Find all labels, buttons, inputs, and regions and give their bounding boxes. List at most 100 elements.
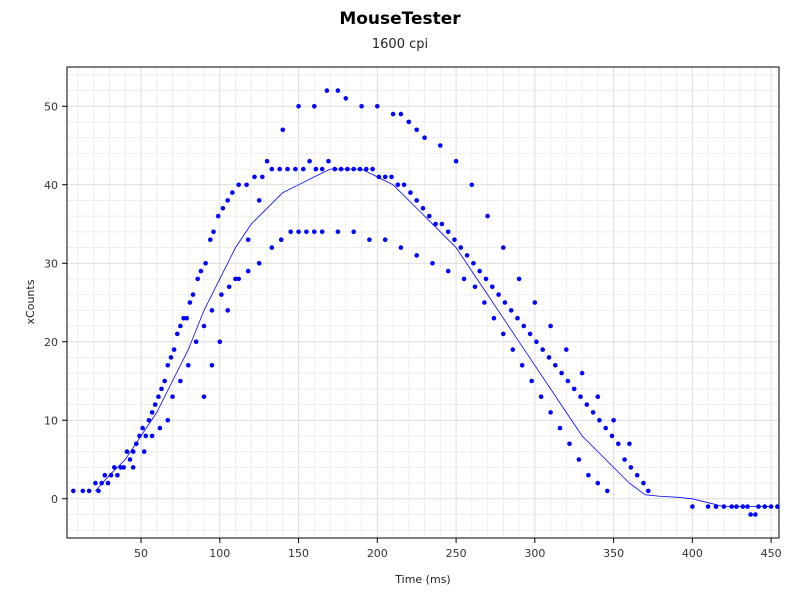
data-point <box>162 378 167 384</box>
data-point <box>521 323 527 329</box>
data-point <box>233 276 238 282</box>
series-points-layer <box>71 88 780 517</box>
data-point <box>477 268 483 274</box>
data-point <box>713 504 719 509</box>
data-point <box>137 433 142 439</box>
data-point <box>609 433 615 439</box>
data-point <box>414 198 420 203</box>
x-axis-title: Time (ms) <box>394 573 450 586</box>
data-point <box>130 465 136 470</box>
data-point <box>217 339 223 345</box>
data-point <box>597 418 602 423</box>
data-point <box>590 410 596 415</box>
data-point <box>226 284 232 290</box>
data-point <box>80 488 86 494</box>
data-point <box>433 221 438 227</box>
data-point <box>461 276 467 282</box>
data-point <box>401 182 407 188</box>
data-point <box>359 104 364 109</box>
chart-subtitle: 1600 cpi <box>371 37 429 52</box>
data-point <box>567 441 572 447</box>
y-tick-label: 30 <box>44 257 58 270</box>
data-point <box>768 504 774 509</box>
data-point <box>312 104 317 109</box>
data-point <box>398 111 404 117</box>
data-point <box>406 119 412 125</box>
data-point <box>157 425 163 431</box>
data-point <box>324 88 330 93</box>
data-point <box>576 457 582 462</box>
data-point <box>382 174 388 180</box>
data-point <box>130 449 136 454</box>
data-point <box>508 308 514 313</box>
y-tick-label: 10 <box>44 414 58 427</box>
data-point <box>628 465 634 470</box>
data-point <box>376 174 382 180</box>
data-point <box>734 504 739 509</box>
data-point <box>313 166 319 172</box>
data-point <box>170 394 175 400</box>
data-point <box>496 292 501 297</box>
data-point <box>215 213 221 219</box>
data-point <box>641 480 646 486</box>
data-point <box>529 378 534 384</box>
data-point <box>745 504 750 509</box>
data-point <box>168 355 174 360</box>
x-tick-label: 100 <box>209 547 230 560</box>
data-point <box>269 245 275 250</box>
data-point <box>538 394 544 400</box>
data-point <box>622 457 627 462</box>
data-point <box>296 229 301 235</box>
data-point <box>293 166 298 172</box>
data-point <box>439 221 445 227</box>
data-point <box>165 363 171 368</box>
data-point <box>748 512 753 517</box>
data-point <box>269 166 275 172</box>
data-point <box>203 261 208 266</box>
data-point <box>721 504 727 509</box>
data-point <box>149 433 155 439</box>
data-point <box>445 268 451 274</box>
data-point <box>548 323 553 329</box>
data-point <box>605 488 610 494</box>
data-point <box>516 276 522 282</box>
data-point <box>165 418 171 423</box>
x-tick-label: 450 <box>761 547 782 560</box>
x-tick-label: 350 <box>603 547 624 560</box>
data-point <box>515 315 520 321</box>
data-point <box>775 504 780 509</box>
data-point <box>343 96 349 101</box>
data-point <box>184 315 189 321</box>
data-point <box>278 237 284 242</box>
data-point <box>112 465 117 470</box>
data-point <box>236 276 241 282</box>
data-point <box>527 331 533 337</box>
data-point <box>389 174 394 180</box>
data-point <box>244 182 249 188</box>
data-point <box>398 245 404 250</box>
data-point <box>288 229 294 235</box>
data-point <box>490 284 495 290</box>
data-point <box>390 111 396 117</box>
data-point <box>616 441 621 447</box>
data-point <box>438 143 443 148</box>
data-point <box>408 190 413 195</box>
data-point <box>140 425 145 431</box>
data-point <box>178 378 183 384</box>
data-point <box>579 370 585 376</box>
data-point <box>178 323 183 329</box>
data-point <box>332 166 338 172</box>
data-point <box>427 213 432 219</box>
data-point <box>127 457 133 462</box>
data-point <box>201 394 207 400</box>
data-point <box>762 504 768 509</box>
data-point <box>595 394 601 400</box>
data-point <box>559 370 564 376</box>
data-point <box>611 418 616 423</box>
data-point <box>220 206 226 211</box>
data-point <box>296 104 301 109</box>
data-point <box>252 174 257 180</box>
data-point <box>534 339 539 345</box>
data-point <box>578 394 583 400</box>
